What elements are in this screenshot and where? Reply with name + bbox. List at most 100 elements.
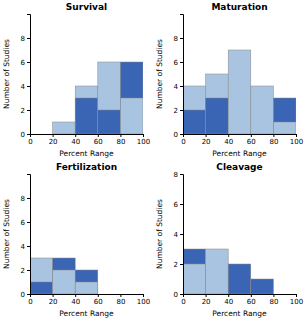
x-tick: 40 xyxy=(71,294,80,306)
bar xyxy=(30,134,53,135)
y-tick-mark xyxy=(27,198,30,199)
y-tick: 2 xyxy=(21,267,30,275)
x-tick-label: 0 xyxy=(181,298,185,306)
x-tick-label: 80 xyxy=(116,138,125,146)
y-tick-label: 2 xyxy=(21,107,25,115)
y-tick-mark xyxy=(180,174,183,175)
y-tick-label: 8 xyxy=(21,195,25,203)
bar xyxy=(273,122,296,134)
bar xyxy=(183,110,206,134)
bar xyxy=(53,270,76,294)
panel: 02040608010002468MaturationPercent Range… xyxy=(155,2,303,158)
x-tick: 100 xyxy=(290,134,303,146)
x-tick-mark xyxy=(120,134,121,137)
x-tick-label: 0 xyxy=(28,138,32,146)
bar xyxy=(30,258,53,294)
x-tick: 0 xyxy=(28,294,32,306)
y-tick: 0 xyxy=(21,131,30,139)
y-tick-label: 0 xyxy=(174,291,178,299)
bar xyxy=(228,264,251,294)
x-axis-line xyxy=(31,295,144,298)
y-tick-label: 6 xyxy=(21,59,26,67)
x-tick: 40 xyxy=(224,294,233,306)
y-tick: 6 xyxy=(21,219,30,227)
y-tick: 2 xyxy=(21,107,30,115)
x-tick-mark xyxy=(143,294,144,297)
bar xyxy=(120,294,143,295)
bar xyxy=(228,50,251,134)
x-tick-label: 40 xyxy=(71,138,80,146)
y-tick: 4 xyxy=(174,83,183,91)
x-tick-mark xyxy=(228,294,229,297)
y-tick-label: 6 xyxy=(21,219,26,227)
x-tick-label: 20 xyxy=(202,138,211,146)
x-tick: 60 xyxy=(94,134,103,146)
y-tick-label: 8 xyxy=(174,35,178,43)
x-tick: 100 xyxy=(137,134,150,146)
bar xyxy=(75,86,98,134)
x-tick: 20 xyxy=(49,294,58,306)
y-tick-label: 4 xyxy=(21,83,26,91)
x-axis-title: Percent Range xyxy=(59,149,114,158)
x-tick: 40 xyxy=(224,134,233,146)
y-tick: 0 xyxy=(21,291,30,299)
y-tick: 8 xyxy=(174,171,183,179)
title: Cleavage xyxy=(216,162,262,172)
x-tick: 80 xyxy=(116,134,125,146)
x-tick-mark xyxy=(75,134,76,137)
x-tick-mark xyxy=(120,294,121,297)
bar xyxy=(183,86,206,134)
x-tick-label: 0 xyxy=(28,298,32,306)
bar xyxy=(98,294,121,295)
x-tick-mark xyxy=(273,294,274,297)
bar xyxy=(98,62,121,134)
y-tick-mark xyxy=(27,62,30,63)
y-tick-label: 2 xyxy=(174,107,178,115)
x-tick-label: 40 xyxy=(224,298,233,306)
bar xyxy=(53,258,76,294)
y-tick-label: 4 xyxy=(174,83,179,91)
y-axis-line xyxy=(180,175,184,295)
x-tick-mark xyxy=(206,134,207,137)
x-tick-mark xyxy=(143,134,144,137)
y-tick-mark xyxy=(180,134,183,135)
y-tick: 8 xyxy=(174,35,183,43)
x-tick-mark xyxy=(53,294,54,297)
bar xyxy=(53,122,76,134)
y-tick-mark xyxy=(180,264,183,265)
bar xyxy=(273,294,296,295)
bar xyxy=(206,249,229,294)
x-tick: 40 xyxy=(71,134,80,146)
x-axis: 020406080100 xyxy=(28,134,150,146)
y-tick: 4 xyxy=(174,231,183,239)
y-tick: 0 xyxy=(174,291,183,299)
y-tick: 4 xyxy=(21,83,30,91)
y-tick-mark xyxy=(180,62,183,63)
x-tick-mark xyxy=(251,134,252,137)
y-tick: 6 xyxy=(21,59,30,67)
y-tick-mark xyxy=(180,86,183,87)
x-tick-label: 40 xyxy=(224,138,233,146)
bar xyxy=(228,134,251,135)
y-tick: 4 xyxy=(21,243,30,251)
y-tick: 2 xyxy=(174,107,183,115)
y-axis-title: Number of Studies xyxy=(155,39,164,109)
y-tick-mark xyxy=(27,270,30,271)
x-tick-label: 100 xyxy=(137,138,150,146)
x-axis-line xyxy=(31,135,144,138)
y-tick-mark xyxy=(180,294,183,295)
plot-area xyxy=(53,62,143,134)
bar xyxy=(98,110,121,134)
bar xyxy=(273,294,296,295)
x-tick-label: 80 xyxy=(269,138,278,146)
y-tick-mark xyxy=(27,294,30,295)
x-axis-title: Percent Range xyxy=(212,149,267,158)
x-tick-label: 100 xyxy=(290,138,303,146)
x-tick: 0 xyxy=(181,294,185,306)
bar xyxy=(30,282,53,294)
y-tick-label: 2 xyxy=(21,267,25,275)
title: Maturation xyxy=(211,2,267,12)
bar xyxy=(251,134,274,135)
y-axis-title: Number of Studies xyxy=(2,39,11,109)
x-tick: 80 xyxy=(116,294,125,306)
